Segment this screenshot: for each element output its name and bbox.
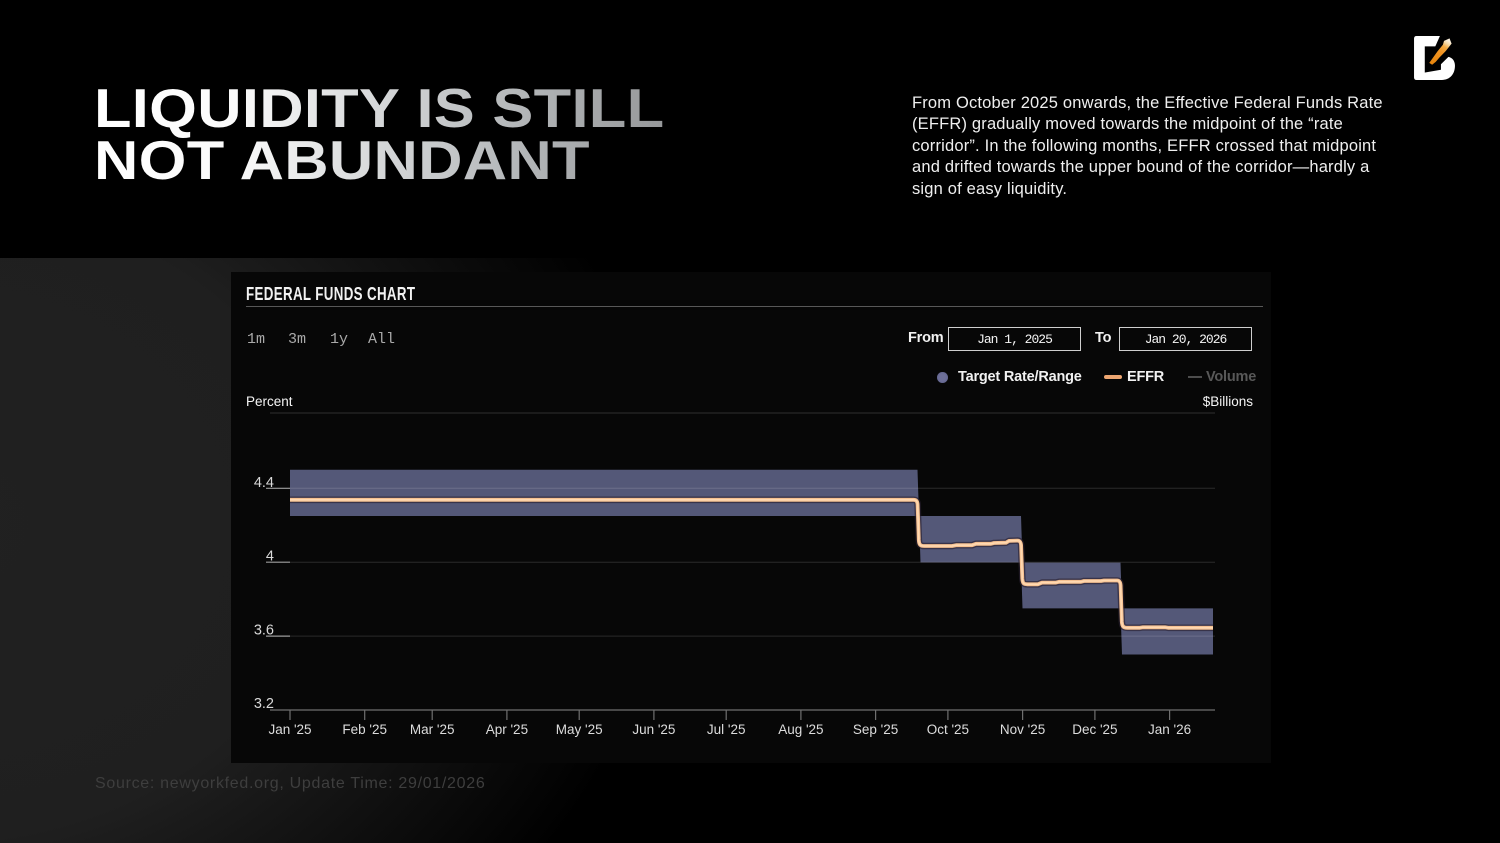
svg-text:Sep '25: Sep '25: [853, 722, 898, 737]
svg-text:Mar '25: Mar '25: [410, 722, 455, 737]
svg-text:Feb '25: Feb '25: [342, 722, 387, 737]
svg-text:Aug '25: Aug '25: [778, 722, 823, 737]
svg-text:Nov '25: Nov '25: [1000, 722, 1045, 737]
svg-text:Jun '25: Jun '25: [632, 722, 675, 737]
svg-text:3.6: 3.6: [254, 623, 274, 639]
svg-text:May '25: May '25: [556, 722, 603, 737]
svg-text:4.4: 4.4: [254, 475, 274, 491]
svg-text:Jan '26: Jan '26: [1148, 722, 1191, 737]
svg-text:Dec '25: Dec '25: [1072, 722, 1117, 737]
svg-text:Jan '25: Jan '25: [268, 722, 311, 737]
svg-text:3.2: 3.2: [254, 696, 274, 712]
svg-text:Apr '25: Apr '25: [486, 722, 528, 737]
svg-text:Jul '25: Jul '25: [707, 722, 746, 737]
svg-text:Oct '25: Oct '25: [927, 722, 969, 737]
svg-text:4: 4: [266, 549, 274, 565]
